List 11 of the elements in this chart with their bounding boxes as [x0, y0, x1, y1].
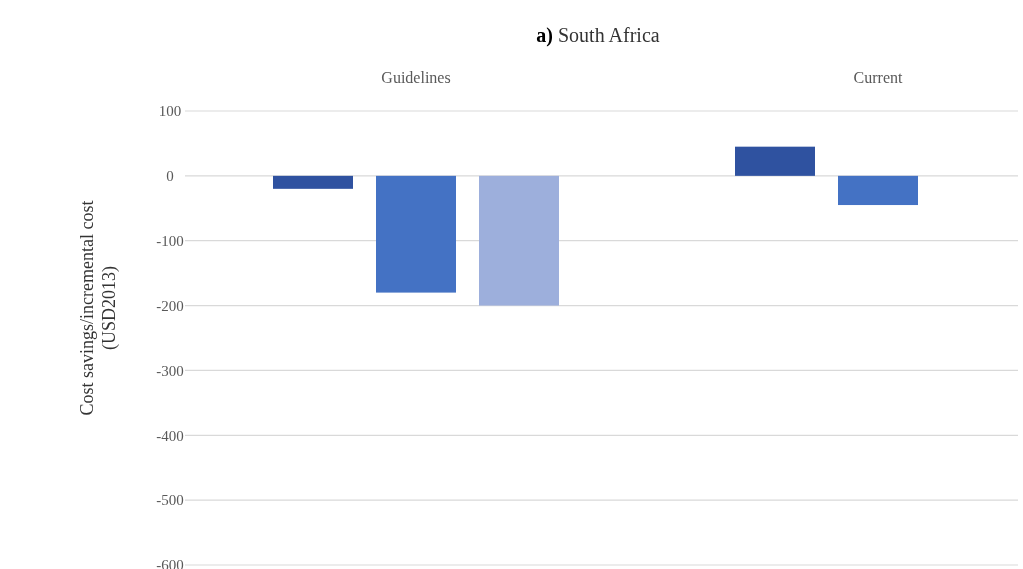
- y-tick-label: 0: [166, 168, 174, 185]
- y-axis-title: Cost savings/incremental cost (USD2013): [77, 200, 120, 416]
- x-tick-label: Current: [853, 69, 903, 86]
- y-tick-label: 100: [158, 103, 182, 120]
- y-tick-label: -400: [156, 427, 184, 444]
- y-tick-label: -200: [156, 297, 184, 314]
- y-tick-label: -100: [156, 232, 184, 249]
- y-tick-label: -500: [156, 492, 184, 509]
- y-tick-label: -300: [156, 362, 184, 379]
- chart-title: a) South Africa: [536, 24, 660, 47]
- x-tick-label: Guidelines: [381, 69, 451, 86]
